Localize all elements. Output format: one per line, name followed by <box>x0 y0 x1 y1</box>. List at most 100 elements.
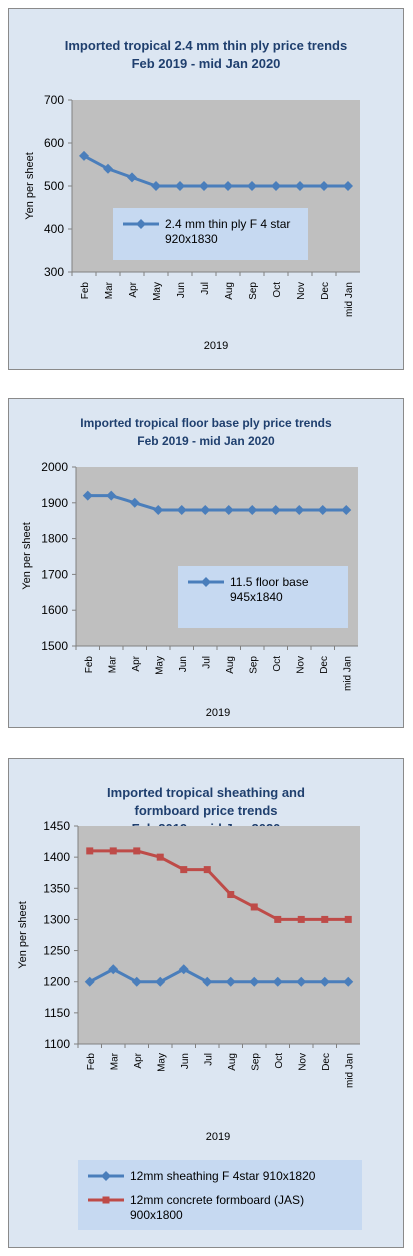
x-tick-label: Dec <box>320 282 331 300</box>
legend-marker <box>102 1196 110 1204</box>
data-point <box>343 976 354 987</box>
x-tick-label: Feb <box>86 1053 97 1071</box>
data-point <box>153 504 164 515</box>
y-axis-label: Yen per sheet <box>17 901 29 968</box>
data-point <box>108 964 119 975</box>
x-tick-label: Mar <box>104 281 115 299</box>
y-tick-label: 600 <box>44 136 64 150</box>
y-tick-label: 1900 <box>41 496 68 510</box>
x-tick-label: Apr <box>128 281 139 297</box>
x-tick-label: Jul <box>201 656 212 669</box>
legend-label: 920x1830 <box>165 232 218 246</box>
x-tick-label: Apr <box>133 1052 144 1068</box>
data-point <box>295 181 305 191</box>
data-point <box>156 853 164 861</box>
y-tick-label: 1450 <box>43 819 70 833</box>
data-point <box>317 504 328 515</box>
data-point <box>343 181 353 191</box>
legend-marker <box>201 577 211 587</box>
y-tick-label: 1700 <box>41 567 68 581</box>
x-tick-label: Sep <box>248 656 259 674</box>
data-point <box>223 181 233 191</box>
x-tick-label: Dec <box>321 1053 332 1071</box>
legend-label: 12mm sheathing F 4star 910x1820 <box>130 1169 316 1183</box>
data-point <box>129 497 140 508</box>
x-tick-label: Sep <box>250 1053 261 1071</box>
x-tick-label: mid Jan <box>344 282 355 317</box>
y-tick-label: 1250 <box>43 944 70 958</box>
x-tick-label: May <box>156 1053 167 1072</box>
x-tick-label: mid Jan <box>344 1053 355 1088</box>
legend-box <box>78 1160 362 1230</box>
x-axis-label: 2019 <box>204 340 228 352</box>
data-point <box>297 915 305 923</box>
legend-label: 945x1840 <box>230 590 283 604</box>
x-tick-label: Oct <box>272 656 283 672</box>
data-point <box>155 976 166 987</box>
chart-title-line: Feb 2019 - mid Jan 2020 <box>132 56 281 71</box>
x-tick-label: Aug <box>227 1053 238 1071</box>
x-axis-label: 2019 <box>206 1131 230 1143</box>
data-point <box>131 976 142 987</box>
x-tick-label: Mar <box>109 1052 120 1070</box>
data-point <box>271 181 281 191</box>
data-point <box>103 163 113 174</box>
data-point <box>321 915 329 923</box>
y-tick-label: 1200 <box>43 975 70 989</box>
x-tick-label: Feb <box>80 282 91 300</box>
data-point <box>270 504 281 515</box>
data-point <box>341 504 352 515</box>
data-point <box>86 847 94 855</box>
y-tick-label: 300 <box>44 265 64 279</box>
x-tick-label: Nov <box>295 656 306 674</box>
x-tick-label: Oct <box>272 282 283 298</box>
chart-title-line: Imported tropical sheathing and <box>107 785 305 800</box>
x-tick-label: Nov <box>296 282 307 300</box>
data-point <box>249 976 260 987</box>
data-point <box>200 504 211 515</box>
y-tick-label: 1300 <box>43 912 70 926</box>
y-tick-label: 400 <box>44 222 64 236</box>
data-point <box>133 847 141 855</box>
chart-title-line: formboard price trends <box>134 803 277 818</box>
x-tick-label: Feb <box>84 656 95 674</box>
x-tick-label: Nov <box>297 1053 308 1071</box>
data-point <box>106 490 117 501</box>
legend-box <box>113 208 308 260</box>
x-tick-label: Dec <box>319 656 330 674</box>
legend-marker <box>136 219 146 229</box>
data-point <box>225 976 236 987</box>
y-tick-label: 1150 <box>44 1006 70 1020</box>
data-point <box>175 181 185 191</box>
x-axis-label: 2019 <box>206 707 230 719</box>
legend-label: 12mm concrete formboard (JAS) <box>130 1193 304 1207</box>
legend-marker <box>101 1171 111 1181</box>
data-point <box>294 504 305 515</box>
data-point <box>319 976 330 987</box>
data-point <box>203 866 211 874</box>
data-point <box>223 504 234 515</box>
data-point <box>84 976 95 987</box>
data-point <box>79 150 89 161</box>
x-tick-label: Jul <box>200 282 211 295</box>
y-tick-label: 1500 <box>41 639 68 653</box>
y-tick-label: 2000 <box>41 460 68 474</box>
y-tick-label: 1600 <box>41 603 68 617</box>
data-point <box>151 181 161 191</box>
y-axis-label: Yen per sheet <box>24 152 36 219</box>
data-point <box>180 866 188 874</box>
data-point <box>247 181 257 191</box>
x-tick-label: May <box>154 656 165 675</box>
x-tick-label: Apr <box>131 655 142 671</box>
chart-title-line: Feb 2019 - mid Jan 2020 <box>137 434 275 448</box>
data-point <box>82 490 93 501</box>
chart-title-line: Imported tropical floor base ply price t… <box>80 416 332 430</box>
y-tick-label: 1800 <box>41 532 68 546</box>
x-tick-label: Aug <box>224 282 235 300</box>
data-point <box>247 504 258 515</box>
data-point <box>274 915 282 923</box>
data-point <box>202 976 213 987</box>
chart-3: Imported tropical sheathing and formboard… <box>17 785 362 1230</box>
legend-box <box>178 566 348 628</box>
